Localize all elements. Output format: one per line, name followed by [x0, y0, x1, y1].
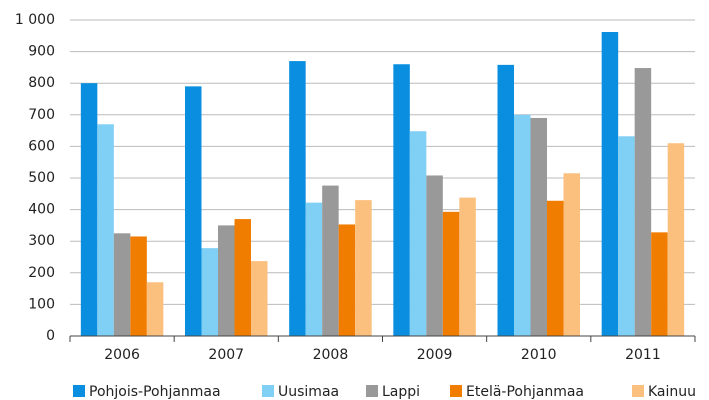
bar: [618, 136, 635, 336]
y-tick-label: 300: [28, 233, 55, 249]
x-tick-label: 2007: [208, 347, 244, 363]
bar: [393, 64, 410, 337]
bar: [497, 64, 514, 336]
y-tick-label: 200: [28, 265, 55, 281]
bar: [338, 224, 356, 336]
y-tick-label: 900: [28, 44, 55, 60]
legend-label: Kainuu: [648, 384, 696, 400]
bar: [667, 143, 685, 336]
bar: [185, 86, 202, 336]
bar: [113, 233, 131, 336]
y-tick-label: 0: [46, 328, 55, 344]
bar: [409, 131, 427, 336]
bar: [651, 232, 668, 336]
legend-swatch: [450, 385, 462, 397]
legend-label: Uusimaa: [278, 384, 339, 400]
legend-label: Pohjois-Pohjanmaa: [89, 384, 221, 400]
legend-label: Lappi: [382, 384, 420, 400]
bar: [530, 117, 547, 337]
bar: [130, 236, 147, 336]
bar: [201, 248, 218, 336]
bar: [322, 185, 339, 336]
bar: [547, 200, 564, 336]
legend-swatch: [262, 385, 274, 397]
x-tick-label: 2010: [521, 347, 557, 363]
y-tick-label: 400: [28, 202, 55, 218]
legend-label: Etelä-Pohjanmaa: [466, 384, 584, 400]
x-tick-label: 2006: [104, 347, 140, 363]
y-tick-label: 700: [28, 107, 55, 123]
bar: [305, 202, 323, 336]
bar: [218, 225, 235, 336]
bar: [426, 175, 443, 336]
bar: [251, 261, 268, 336]
bar: [97, 124, 114, 336]
legend-swatch: [73, 385, 85, 397]
y-tick-label: 600: [28, 138, 55, 154]
y-tick-label: 500: [28, 170, 55, 186]
bar: [234, 219, 251, 336]
bar: [442, 211, 460, 336]
bar: [563, 173, 580, 336]
y-tick-label: 800: [28, 75, 55, 91]
bar: [514, 114, 531, 336]
bar: [146, 282, 164, 336]
bar: [459, 197, 476, 336]
x-tick-label: 2008: [313, 347, 349, 363]
x-tick-label: 2011: [625, 347, 661, 363]
legend-swatch: [366, 385, 378, 397]
bar: [289, 61, 306, 337]
bar: [601, 32, 619, 337]
bar: [355, 200, 372, 336]
legend-swatch: [632, 385, 644, 397]
y-tick-label: 1 000: [15, 12, 55, 28]
y-tick-label: 100: [28, 296, 55, 312]
bar: [80, 83, 98, 336]
bar: [634, 68, 652, 337]
x-tick-label: 2009: [417, 347, 453, 363]
